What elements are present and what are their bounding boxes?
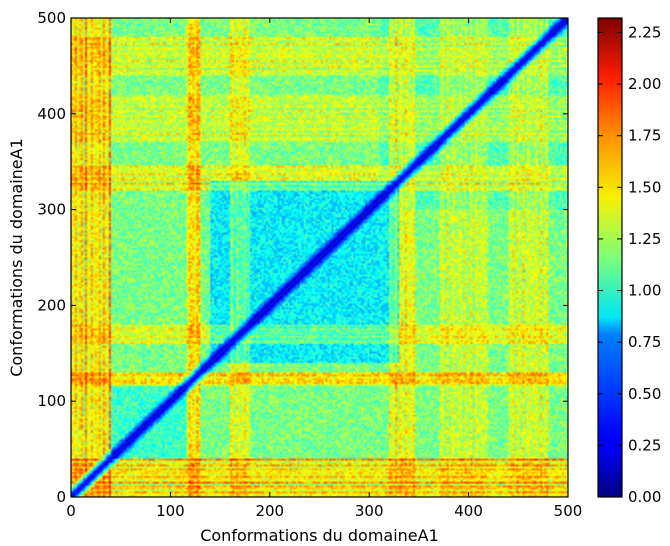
y-axis-ticks: 0 100 200 300 400 500 xyxy=(37,9,568,506)
colorbar-tick-label: 2.25 xyxy=(628,23,661,41)
colorbar-tick-label: 1.00 xyxy=(628,282,661,300)
colorbar-tick-label: 0.50 xyxy=(628,385,661,403)
colorbar-frame xyxy=(597,17,623,498)
x-tick-label: 0 xyxy=(66,502,76,520)
y-tick-label: 300 xyxy=(37,201,66,219)
colorbar-tick-label: 0.00 xyxy=(628,488,661,506)
y-tick-label: 500 xyxy=(37,9,66,27)
y-tick-label: 0 xyxy=(56,488,66,506)
colorbar-tick-label: 0.75 xyxy=(628,333,661,351)
y-axis-label: Conformations du domaineA1 xyxy=(7,138,26,377)
colorbar-tick-label: 2.00 xyxy=(628,75,661,93)
colorbar-tick-label: 1.75 xyxy=(628,127,661,145)
heatmap-image xyxy=(71,18,568,497)
x-tick-label: 400 xyxy=(454,502,483,520)
x-axis-label: Conformations du domaineA1 xyxy=(200,526,439,545)
x-tick-label: 500 xyxy=(554,502,583,520)
x-tick-label: 300 xyxy=(355,502,384,520)
colorbar-tick-label: 0.25 xyxy=(628,436,661,454)
y-tick-label: 400 xyxy=(37,105,66,123)
colorbar-tick-label: 1.25 xyxy=(628,230,661,248)
colorbar-tick-label: 1.50 xyxy=(628,178,661,196)
x-tick-label: 200 xyxy=(255,502,284,520)
colorbar-ticks: 0.00 0.25 0.50 0.75 1.00 1.25 1.50 1.75 2.00 2.25 xyxy=(598,23,661,506)
x-tick-label: 100 xyxy=(156,502,185,520)
y-tick-label: 200 xyxy=(37,296,66,314)
y-tick-label: 100 xyxy=(37,392,66,410)
x-axis-ticks: 0 100 200 300 400 500 xyxy=(66,18,582,520)
colorbar xyxy=(598,18,622,497)
plot-frame xyxy=(70,17,569,498)
